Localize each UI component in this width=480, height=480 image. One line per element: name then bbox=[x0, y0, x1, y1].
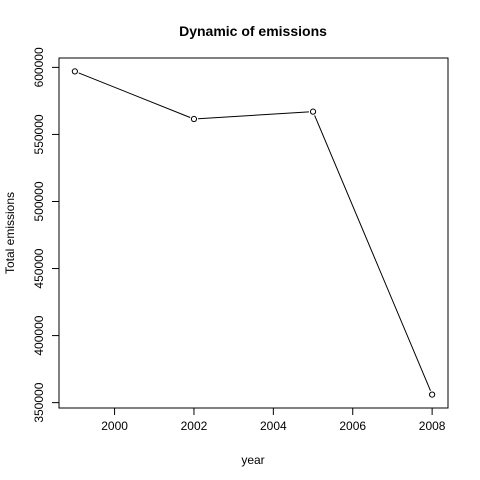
y-tick-label: 600000 bbox=[32, 47, 46, 87]
y-tick-label: 450000 bbox=[32, 248, 46, 288]
data-point bbox=[71, 68, 78, 75]
y-axis-label: Total emissions bbox=[3, 192, 17, 274]
series-line-segment bbox=[78, 72, 191, 118]
series-layer bbox=[71, 68, 436, 398]
x-tick-label: 2000 bbox=[101, 419, 128, 433]
data-point bbox=[309, 108, 317, 115]
data-point bbox=[429, 391, 436, 398]
x-tick-label: 2002 bbox=[181, 419, 208, 433]
y-axis: 350000 400000 450000 500000 550000 600000 bbox=[32, 47, 59, 423]
x-axis-label: year bbox=[241, 453, 264, 467]
plot-frame bbox=[58, 57, 449, 409]
series-line-segment bbox=[198, 111, 309, 120]
series-line-segment bbox=[314, 115, 431, 392]
y-tick-label: 400000 bbox=[32, 315, 46, 355]
x-axis: 2000 2002 2004 2006 2008 bbox=[101, 408, 446, 433]
chart-title: Dynamic of emissions bbox=[179, 23, 327, 39]
y-tick-label: 550000 bbox=[32, 114, 46, 154]
x-tick-label: 2004 bbox=[260, 419, 287, 433]
data-point bbox=[190, 115, 198, 123]
y-tick-label: 350000 bbox=[32, 382, 46, 422]
x-tick-label: 2006 bbox=[339, 419, 366, 433]
y-tick-label: 500000 bbox=[32, 181, 46, 221]
x-tick-label: 2008 bbox=[419, 419, 446, 433]
